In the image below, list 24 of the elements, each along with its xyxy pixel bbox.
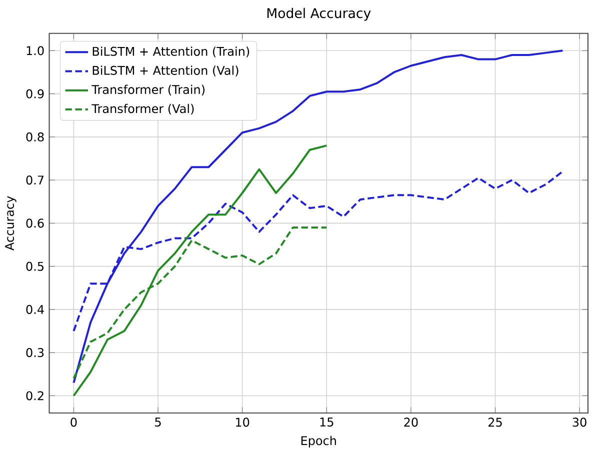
y-tick-label: 0.5: [26, 262, 44, 271]
x-tick-label: 20: [404, 418, 418, 427]
x-axis-title: Epoch: [301, 436, 336, 448]
y-tick-label: 0.4: [26, 304, 44, 314]
legend-label: Transformer (Val): [92, 104, 194, 115]
x-tick-label: 5: [155, 418, 161, 427]
y-tick-label: 0.6: [26, 218, 44, 228]
x-tick-label: 15: [320, 418, 334, 427]
y-tick-label: 0.9: [26, 89, 44, 98]
y-tick-label: 0.7: [26, 176, 44, 185]
x-tick-label: 0: [70, 418, 77, 427]
legend-label: BiLSTM + Attention (Train): [92, 46, 250, 58]
legend-label: Transformer (Train): [92, 84, 205, 96]
y-tick-label: 0.8: [26, 132, 44, 142]
x-tick-label: 30: [572, 418, 586, 427]
y-tick-label: 0.2: [26, 391, 44, 400]
line-series: [72, 144, 328, 397]
x-tick-label: 10: [236, 418, 250, 427]
y-tick-label: 0.3: [26, 348, 44, 358]
legend-label: BiLSTM + Attention (Val): [92, 66, 238, 76]
y-axis-title: Accuracy: [5, 196, 16, 250]
y-tick-label: 1.0: [26, 46, 44, 56]
x-tick-label: 25: [488, 418, 502, 427]
chart-title: Model Accuracy: [267, 8, 371, 21]
